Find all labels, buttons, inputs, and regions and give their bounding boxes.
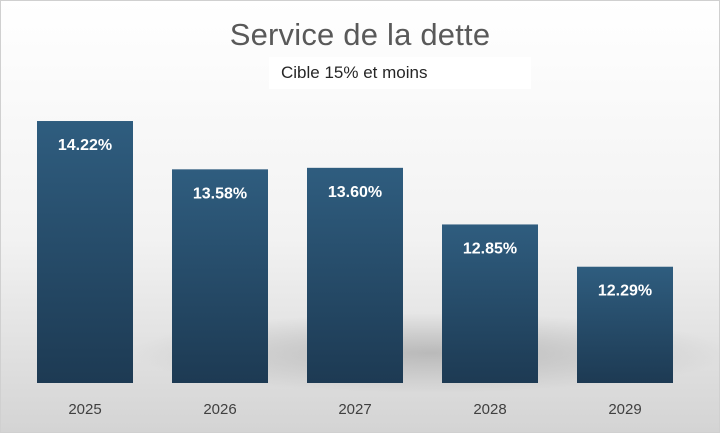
x-tick-label: 2028 <box>473 401 506 418</box>
bar-2028 <box>442 224 538 383</box>
bar-value-label: 14.22% <box>58 137 112 154</box>
bar-2027 <box>307 167 403 383</box>
x-tick-label: 2026 <box>203 401 236 418</box>
bar-value-label: 13.58% <box>193 185 247 202</box>
bars-layer <box>37 121 673 383</box>
x-tick-label: 2027 <box>338 401 371 418</box>
x-axis: 2025 2026 2027 2028 2029 <box>68 401 641 418</box>
chart-title: Service de la dette <box>229 17 491 52</box>
floor-shadow <box>131 313 719 393</box>
bar-2026 <box>172 169 268 383</box>
x-tick-label: 2025 <box>68 401 101 418</box>
value-labels-layer: 14.22% 13.58% 13.60% 12.85% 12.29% <box>58 137 652 300</box>
bar-value-label: 13.60% <box>328 184 382 201</box>
bar-value-label: 12.85% <box>463 240 517 257</box>
bar-2025 <box>37 121 133 383</box>
bar-value-label: 12.29% <box>598 283 652 300</box>
chart-subtitle: Cible 15% et moins <box>269 57 531 89</box>
bar-2029 <box>577 266 673 383</box>
x-tick-label: 2029 <box>608 401 641 418</box>
